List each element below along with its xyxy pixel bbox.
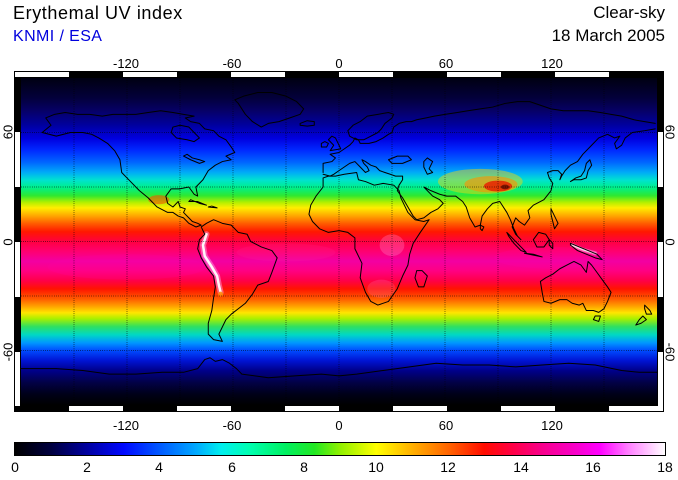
coastline-new-guinea <box>570 243 602 259</box>
colorbar-tick-18: 18 <box>657 459 673 475</box>
coastline-ireland <box>321 142 328 147</box>
coastline-madagascar <box>415 271 427 287</box>
colorbar-tick-2: 2 <box>83 459 91 475</box>
colorbar-tick-4: 4 <box>155 459 163 475</box>
graticule <box>21 78 657 405</box>
coastline-asia-pacific <box>323 129 655 240</box>
coastline-black-sea <box>388 156 411 163</box>
lat-tick-right-60: 60 <box>662 124 678 140</box>
map-date: 18 March 2005 <box>551 26 665 45</box>
frame-dash-top <box>15 72 663 77</box>
coastline-cuba <box>189 200 207 205</box>
map-overlay <box>21 78 657 405</box>
coastline-greenland <box>235 93 304 128</box>
coastline-antarctica <box>21 358 657 378</box>
coastline-scandinavia <box>348 113 394 140</box>
coastline-sri-lanka <box>480 225 484 230</box>
coastline-hudson-bay <box>171 125 199 141</box>
lon-tick-top-4: 120 <box>541 56 563 71</box>
colorbar-tick-0: 0 <box>11 459 19 475</box>
mexico-patch <box>148 195 170 205</box>
east-africa-patch <box>367 234 405 298</box>
coastline-north-america <box>42 111 235 227</box>
coastline-sulawesi <box>549 240 553 249</box>
data-source: KNMI / ESA <box>13 28 103 45</box>
lon-tick-bottom-4: 120 <box>541 418 563 433</box>
frame-dash-left <box>15 77 20 406</box>
andes-uv-streak <box>203 234 223 296</box>
lon-tick-top-3: 60 <box>438 56 454 71</box>
lon-tick-bottom-2: 0 <box>335 418 343 433</box>
texture-blobs <box>47 243 608 280</box>
frame-dash-right <box>658 77 663 406</box>
colorbar-tick-10: 10 <box>368 459 384 475</box>
coastline-europe-north-asia <box>323 102 655 173</box>
lon-tick-top-1: -60 <box>222 56 242 71</box>
lon-tick-top-0: -120 <box>112 56 140 71</box>
colorbar-tick-12: 12 <box>440 459 456 475</box>
coastline-philippines <box>551 209 558 229</box>
coastline-java <box>525 253 543 257</box>
frame-dash-bottom <box>15 406 663 411</box>
colorbar <box>14 442 666 456</box>
lon-tick-bottom-1: -60 <box>222 418 242 433</box>
lon-tick-bottom-0: -120 <box>112 418 140 433</box>
coastline-australia <box>540 261 611 312</box>
lon-tick-bottom-3: 60 <box>438 418 454 433</box>
colorbar-tick-8: 8 <box>300 459 308 475</box>
colorbar-tick-16: 16 <box>585 459 601 475</box>
lat-tick-right-m60: -60 <box>662 342 678 362</box>
coastline-borneo <box>533 232 549 247</box>
coastline-sumatra <box>507 232 526 252</box>
lat-tick-right-0: 0 <box>662 238 678 246</box>
colorbar-tick-6: 6 <box>228 459 236 475</box>
sky-condition: Clear-sky <box>593 3 665 22</box>
coastline-hispaniola <box>208 206 217 208</box>
coastline-caspian-sea <box>424 158 433 174</box>
coastline-tasmania <box>593 316 600 321</box>
tibet-uv-anomaly <box>437 168 523 195</box>
coastline-great-lakes <box>184 154 205 163</box>
map-frame <box>14 71 664 412</box>
coastline-africa <box>309 172 429 305</box>
uv-map <box>20 77 658 406</box>
coastline-japan <box>570 160 591 182</box>
page-title: Erythemal UV index <box>13 3 183 23</box>
colorbar-tick-14: 14 <box>513 459 529 475</box>
coastline-new-zealand <box>636 305 652 325</box>
coastline-britain <box>328 136 340 151</box>
coastline-iceland <box>300 121 314 126</box>
coastline-south-america <box>198 220 277 342</box>
lon-tick-top-2: 0 <box>335 56 343 71</box>
